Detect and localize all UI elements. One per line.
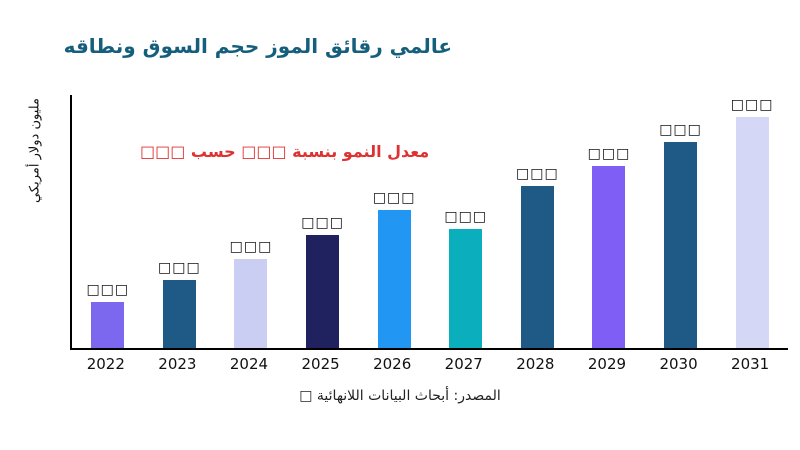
x-tick-2030: 2030 bbox=[659, 355, 698, 373]
x-tick-2026: 2026 bbox=[373, 355, 412, 373]
y-axis-label: مليون دولار أمريكي bbox=[27, 98, 43, 203]
bar-2025 bbox=[306, 234, 340, 348]
bar-2031 bbox=[735, 117, 769, 348]
source-note: المصدر: أبحاث البيانات اللانهائية □ bbox=[299, 388, 501, 404]
bar-2027 bbox=[449, 228, 483, 348]
bar-group-2023: □□□ bbox=[144, 95, 216, 348]
bar-group-2024: □□□ bbox=[215, 95, 287, 348]
bar-group-2030: □□□ bbox=[645, 95, 717, 348]
bar-group-2025: □□□ bbox=[287, 95, 359, 348]
bar-group-2031: □□□ bbox=[716, 95, 788, 348]
bar-group-2029: □□□ bbox=[573, 95, 645, 348]
x-tick-2027: 2027 bbox=[444, 355, 483, 373]
bar-2023 bbox=[162, 280, 196, 348]
bar-group-2022: □□□ bbox=[72, 95, 144, 348]
bar-2024 bbox=[234, 258, 268, 348]
bar-value-label: □□□ bbox=[659, 121, 702, 138]
bar-group-2026: □□□ bbox=[358, 95, 430, 348]
bar-2026 bbox=[377, 210, 411, 348]
x-tick-2029: 2029 bbox=[587, 355, 627, 373]
bar-value-label: □□□ bbox=[158, 260, 201, 277]
bar-group-2027: □□□ bbox=[430, 95, 502, 348]
x-tick-2025: 2025 bbox=[301, 355, 340, 373]
bar-value-label: □□□ bbox=[587, 145, 631, 162]
bar-value-label: □□□ bbox=[516, 166, 559, 183]
bar-2022 bbox=[91, 302, 125, 348]
x-tick-2023: 2023 bbox=[158, 355, 197, 373]
bar-value-label: □□□ bbox=[730, 97, 774, 114]
chart-title: عالمي رقائق الموز حجم السوق ونطاقه bbox=[63, 34, 452, 58]
bar-2028 bbox=[520, 186, 554, 348]
x-axis-ticks: 2022 2023 2024 2025 2026 2027 2028 2029 2030 2031 bbox=[70, 355, 786, 373]
bar-value-label: □□□ bbox=[86, 282, 130, 299]
bar-value-label: □□□ bbox=[444, 208, 488, 225]
growth-annotation: معدل النمو بنسبة □□□ حسب □□□ bbox=[140, 142, 430, 161]
x-tick-2031: 2031 bbox=[731, 355, 770, 373]
x-tick-2024: 2024 bbox=[229, 355, 269, 373]
x-tick-2022: 2022 bbox=[86, 355, 125, 373]
plot-area: □□□ □□□ □□□ □□□ □□□ □□□ □□□ □□□ □□□ □□□ bbox=[70, 95, 788, 350]
bar-2030 bbox=[664, 141, 698, 348]
bar-group-2028: □□□ bbox=[502, 95, 574, 348]
bar-value-label: □□□ bbox=[301, 214, 344, 231]
bar-value-label: □□□ bbox=[229, 238, 273, 255]
bar-value-label: □□□ bbox=[372, 190, 416, 207]
bar-2029 bbox=[592, 165, 626, 348]
x-tick-2028: 2028 bbox=[516, 355, 555, 373]
